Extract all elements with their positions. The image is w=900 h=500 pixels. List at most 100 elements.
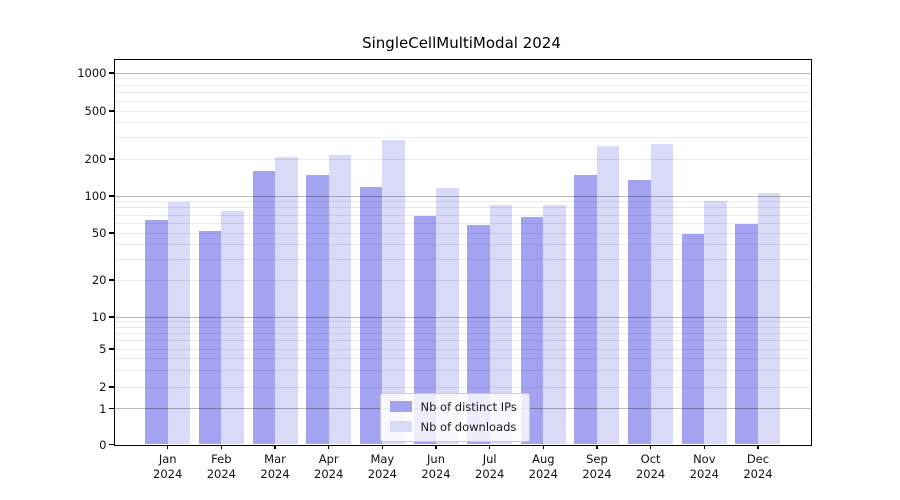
x-tick-label: Jun 2024 [404, 452, 468, 482]
gridline-minor [114, 158, 811, 160]
bar-distinct-ips [574, 174, 597, 445]
x-tick-year: 2024 [528, 466, 558, 481]
x-tick-month: Feb [211, 451, 232, 466]
bar-downloads [543, 205, 566, 445]
y-tick-label: 5 [99, 342, 107, 356]
x-tick-label: Aug 2024 [511, 452, 575, 482]
y-tick-mark [109, 232, 114, 234]
gridline-minor [114, 78, 811, 80]
y-tick-mark [109, 72, 114, 74]
legend-label-downloads: Nb of downloads [420, 419, 517, 434]
x-tick-month: Apr [318, 451, 339, 466]
gridline-minor [114, 137, 811, 139]
x-tick-mark [757, 444, 759, 449]
y-tick-mark [109, 195, 114, 197]
y-tick-label: 10 [91, 310, 107, 324]
chart-title: SingleCellMultiModal 2024 [362, 34, 561, 52]
bar-distinct-ips [252, 170, 276, 445]
x-tick-mark [274, 444, 276, 449]
x-tick-year: 2024 [260, 466, 290, 481]
bar-downloads [167, 201, 191, 445]
y-tick-mark [109, 279, 114, 281]
x-tick-year: 2024 [206, 466, 236, 481]
x-tick-month: Nov [693, 451, 716, 466]
x-tick-mark [167, 444, 169, 449]
bar-downloads [382, 139, 405, 445]
y-tick-label: 200 [84, 152, 107, 166]
legend: Nb of distinct IPs Nb of downloads [379, 392, 530, 442]
x-tick-mark [328, 444, 330, 449]
gridline-minor [114, 84, 811, 86]
bar-downloads [650, 144, 674, 445]
bar-distinct-ips [198, 230, 222, 445]
y-tick-mark [109, 158, 114, 160]
bar-downloads [328, 154, 352, 445]
x-tick-label: Sep 2024 [565, 452, 629, 482]
x-tick-label: Nov 2024 [672, 452, 736, 482]
x-tick-label: Oct 2024 [619, 452, 683, 482]
y-tick-mark [109, 316, 114, 318]
bar-distinct-ips [520, 217, 544, 445]
x-tick-year: 2024 [689, 466, 719, 481]
bar-downloads [596, 145, 620, 445]
x-tick-month: Sep [586, 451, 608, 466]
x-tick-year: 2024 [421, 466, 451, 481]
x-tick-year: 2024 [367, 466, 397, 481]
y-tick-mark [109, 348, 114, 350]
x-tick-year: 2024 [153, 466, 183, 481]
x-tick-label: Dec 2024 [726, 452, 790, 482]
bar-distinct-ips [359, 186, 383, 445]
legend-swatch-downloads-icon [389, 421, 412, 432]
y-tick-label: 2 [99, 380, 107, 394]
bar-downloads [704, 201, 727, 445]
x-tick-month: Aug [532, 451, 555, 466]
bar-distinct-ips [628, 179, 651, 445]
x-tick-year: 2024 [635, 466, 666, 481]
legend-item-distinct-ips: Nb of distinct IPs [389, 399, 517, 414]
bar-downloads [489, 205, 513, 445]
legend-label-distinct-ips: Nb of distinct IPs [420, 399, 517, 414]
x-tick-year: 2024 [314, 466, 344, 481]
x-tick-year: 2024 [582, 466, 612, 481]
bar-downloads [436, 187, 459, 445]
x-tick-label: Jul 2024 [458, 452, 522, 482]
x-tick-mark [489, 444, 491, 449]
x-tick-month: Jan [158, 451, 177, 466]
bar-downloads [221, 211, 244, 445]
legend-swatch-distinct-ips-icon [389, 401, 412, 412]
bar-downloads [275, 157, 298, 445]
y-tick-label: 0 [99, 437, 107, 452]
y-tick-label: 20 [91, 273, 107, 287]
x-tick-month: Jun [427, 451, 445, 466]
y-tick-mark [109, 110, 114, 112]
x-tick-mark [650, 444, 652, 449]
x-tick-month: Dec [746, 451, 770, 466]
x-tick-label: Mar 2024 [243, 452, 307, 482]
x-tick-year: 2024 [743, 466, 773, 481]
bar-downloads [757, 192, 781, 445]
x-tick-mark [220, 444, 222, 449]
x-tick-mark [703, 444, 705, 449]
bar-distinct-ips [145, 219, 168, 445]
bar-distinct-ips [735, 224, 758, 445]
gridline-major [114, 72, 811, 74]
x-tick-month: Oct [640, 451, 661, 466]
x-tick-label: Apr 2024 [297, 452, 361, 482]
bar-distinct-ips [413, 215, 436, 445]
x-tick-year: 2024 [475, 466, 505, 481]
bar-distinct-ips [681, 234, 705, 445]
x-tick-label: Feb 2024 [189, 452, 253, 482]
x-tick-month: Mar [264, 451, 286, 466]
bar-distinct-ips [467, 225, 490, 445]
gridline-minor [114, 122, 811, 124]
x-tick-label: Jan 2024 [136, 452, 200, 482]
plot-area: Nb of distinct IPs Nb of downloads 100 0 5… [77, 58, 812, 481]
x-tick-mark [596, 444, 598, 449]
y-tick-label: 50 [91, 226, 107, 240]
gridline-minor [114, 92, 811, 94]
x-tick-mark [435, 444, 437, 449]
y-tick-label: 100 [84, 189, 107, 203]
gridline-minor [114, 110, 811, 112]
y-tick-mark [109, 407, 114, 410]
